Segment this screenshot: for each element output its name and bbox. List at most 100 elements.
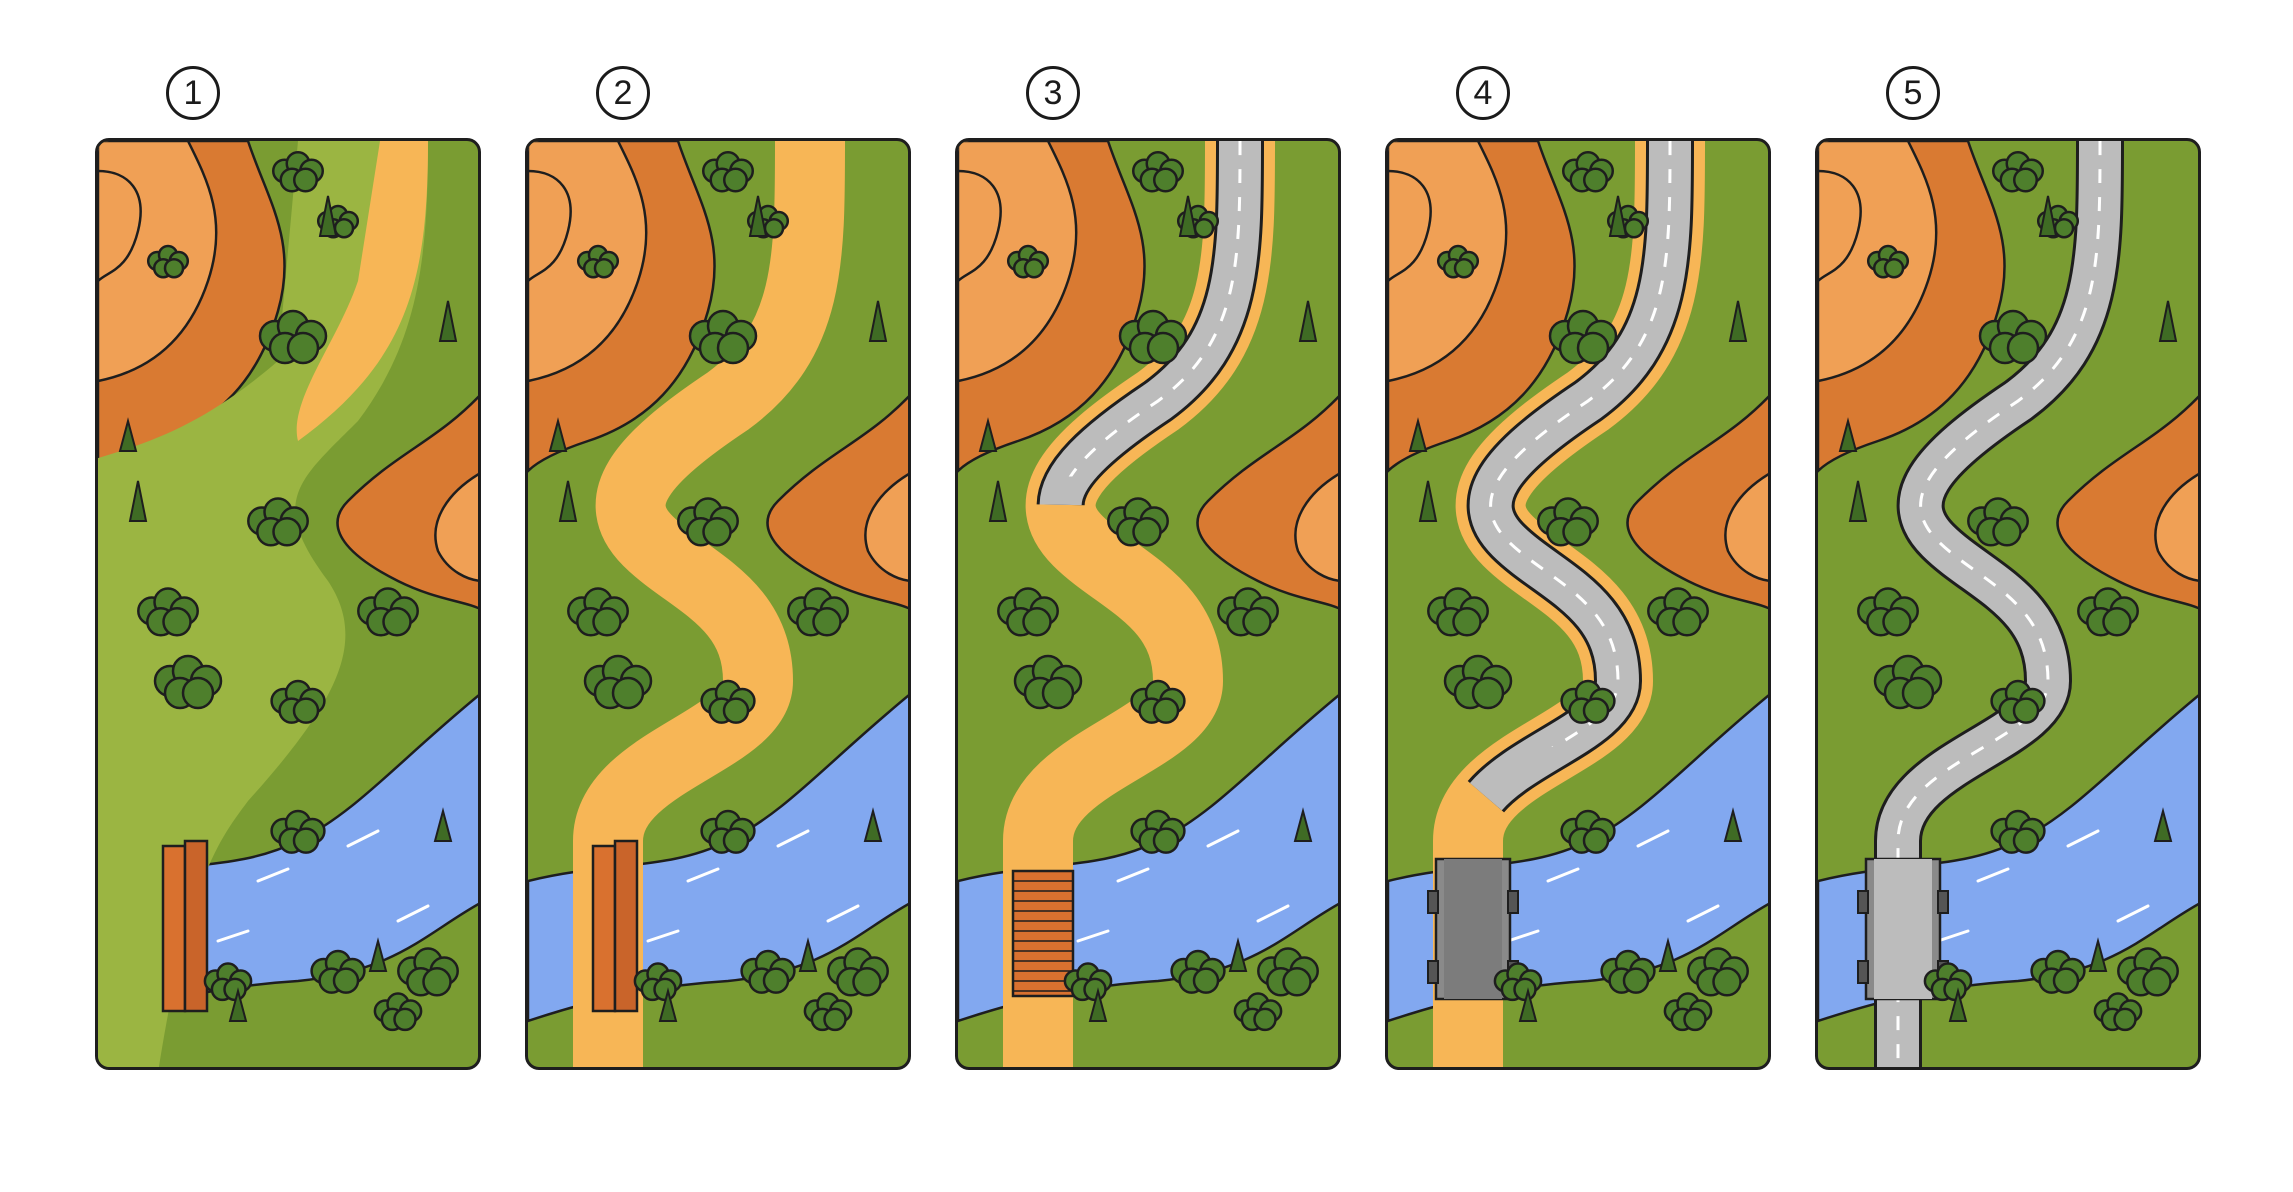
pine-tree-icon [1948,987,1968,1022]
tree-icon [1990,679,2046,724]
tree-icon [1663,992,1713,1032]
tree-icon [357,587,419,637]
tree-icon [2093,992,2143,1032]
tree-icon [1560,679,1616,724]
tree-icon [1647,587,1709,637]
tree-icon [2077,587,2139,637]
log-bridge [591,844,617,1013]
landscape-illustration [958,141,1338,1067]
tree-icon [1873,654,1943,710]
tree-icon [1107,497,1169,547]
clay-hill-right-light [864,473,908,582]
dirt-road [573,141,845,1067]
step-number-badge: 4 [1456,66,1510,120]
tree-icon [1013,654,1083,710]
asphalt-road [1447,141,1691,1067]
tree-icon [567,587,629,637]
pine-tree-icon [433,807,453,842]
tree-icon [1562,151,1614,193]
tree-icon [1992,151,2044,193]
bridge-pillar [1427,890,1439,914]
tree-icon [700,809,756,854]
pine-tree-icon [1848,480,1868,522]
step-panel-1: 1 [0,0,481,1100]
tree-icon [272,151,324,193]
pine-tree-icon [1608,195,1628,237]
water-ripple [1936,829,2150,943]
tree-icon [1978,309,2048,365]
tree-icon [700,679,756,724]
tree-icon [1923,962,1973,1002]
water-ripple [646,829,860,943]
tree-icon [1560,809,1616,854]
pine-tree-icon [2038,195,2058,237]
step-panel-5: 5 [1720,0,2201,1100]
tree-icon [1443,654,1513,710]
clay-hill-right-light [1294,473,1338,582]
tree-icon [258,309,328,365]
pine-tree-icon [1658,937,1678,972]
pine-tree-icon [1838,417,1858,452]
landscape-card [955,138,1341,1070]
tree-icon [576,244,620,279]
pine-tree-icon [748,195,768,237]
contour-line [1388,169,1432,282]
log-bridge [161,844,187,1013]
bridge-pillar [1507,890,1519,914]
tree-icon [203,962,253,1002]
tree-icon [1170,949,1226,994]
bridge-pillar [1857,890,1869,914]
bridge-deck [1444,859,1502,999]
landscape-illustration [1388,141,1768,1067]
step-number-badge: 3 [1026,66,1080,120]
tree-icon [1006,244,1050,279]
tree-icon [146,244,190,279]
tree-icon [702,151,754,193]
tree-icon [1118,309,1188,365]
tree-icon [827,947,889,997]
tree-icon [997,587,1059,637]
landscape-illustration [98,141,478,1067]
pine-tree-icon [1408,417,1428,452]
step-panel-3: 3 [860,0,1341,1100]
tree-icon [1548,309,1618,365]
tree-icon [373,992,423,1032]
pine-tree-icon [318,195,338,237]
pine-tree-icon [658,987,678,1022]
tree-icon [270,809,326,854]
tree-icon [2117,947,2179,997]
pine-tree-icon [368,937,388,972]
tree-icon [153,654,223,710]
tree-icon [677,497,739,547]
tree-icon [270,679,326,724]
tree-icon [633,962,683,1002]
pine-tree-icon [798,937,818,972]
tree-icon [1233,992,1283,1032]
asphalt-road [1017,141,1261,1067]
plank-bridge [1011,869,1075,998]
tree-icon [740,949,796,994]
bridge-pillar [1857,960,1869,984]
tree-icon [1427,587,1489,637]
tree-icon [1687,947,1749,997]
tree-icon [583,654,653,710]
tree-icon [137,587,199,637]
water-ripple [1506,829,1720,943]
tree-icon [1130,679,1186,724]
tree-icon [1217,587,1279,637]
landscape-card [1385,138,1771,1070]
tree-icon [397,947,459,997]
tree-icon [688,309,758,365]
tree-icon [787,587,849,637]
bridge-pillar [1427,960,1439,984]
tree-icon [1493,962,1543,1002]
pine-tree-icon [1088,987,1108,1022]
pine-tree-icon [1518,987,1538,1022]
pine-tree-icon [438,300,458,342]
landscape-card [1815,138,2201,1070]
tree-icon [1063,962,1113,1002]
step-number-badge: 1 [166,66,220,120]
pine-tree-icon [1418,480,1438,522]
pine-tree-icon [1178,195,1198,237]
pine-tree-icon [1298,300,1318,342]
